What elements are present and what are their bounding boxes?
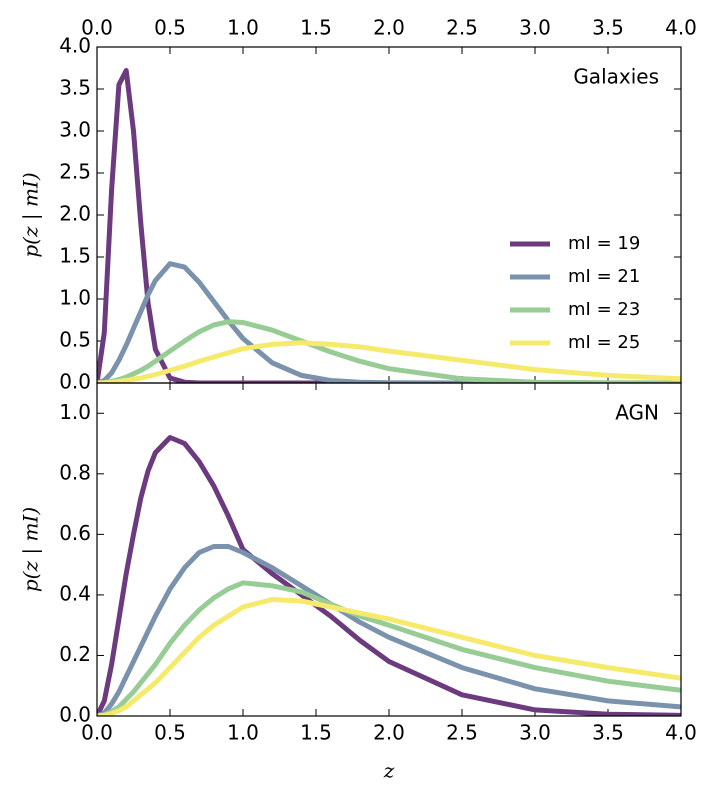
y-axis-label: p(z | mI) bbox=[19, 172, 44, 257]
x-tick-label: 4.0 bbox=[665, 16, 697, 40]
x-tick-label: 0.0 bbox=[81, 721, 113, 745]
y-tick-label: 4.0 bbox=[59, 34, 91, 58]
legend-label: mI = 19 bbox=[568, 233, 640, 254]
y-tick-label: 0.5 bbox=[59, 328, 91, 352]
series-line bbox=[97, 580, 681, 716]
x-tick-label: 1.5 bbox=[300, 721, 332, 745]
annotation: AGN bbox=[615, 401, 659, 425]
y-tick-label: 0.2 bbox=[59, 642, 91, 666]
series-line bbox=[97, 340, 681, 383]
x-tick-label: 2.0 bbox=[373, 16, 405, 40]
x-tick-label: 4.0 bbox=[665, 721, 697, 745]
x-tick-label: 2.5 bbox=[446, 721, 478, 745]
x-tick-label: 3.5 bbox=[592, 721, 624, 745]
y-axis-label: p(z | mI) bbox=[19, 507, 44, 592]
legend-label: mI = 21 bbox=[568, 266, 640, 287]
y-tick-label: 3.5 bbox=[59, 76, 91, 100]
x-tick-label: 3.0 bbox=[519, 721, 551, 745]
y-tick-label: 0.8 bbox=[59, 460, 91, 484]
y-tick-label: 1.5 bbox=[59, 244, 91, 268]
series-line bbox=[97, 68, 681, 383]
x-tick-label: 0.5 bbox=[154, 16, 186, 40]
annotation: Galaxies bbox=[573, 65, 659, 89]
series-line bbox=[97, 435, 681, 716]
y-tick-label: 2.5 bbox=[59, 160, 91, 184]
y-tick-label: 0.6 bbox=[59, 521, 91, 545]
y-tick-label: 0.0 bbox=[59, 370, 91, 394]
y-tick-label: 1.0 bbox=[59, 400, 91, 424]
x-tick-label: 3.5 bbox=[592, 16, 624, 40]
series-line bbox=[97, 597, 681, 716]
legend-label: mI = 25 bbox=[568, 332, 640, 353]
y-tick-label: 3.0 bbox=[59, 118, 91, 142]
series-line bbox=[97, 319, 681, 383]
y-tick-label: 0.4 bbox=[59, 581, 91, 605]
y-tick-label: 1.0 bbox=[59, 286, 91, 310]
x-tick-label: 3.0 bbox=[519, 16, 551, 40]
x-tick-label: 2.5 bbox=[446, 16, 478, 40]
y-tick-label: 0.0 bbox=[59, 703, 91, 727]
x-axis-label: z bbox=[383, 759, 395, 783]
x-tick-label: 1.0 bbox=[227, 16, 259, 40]
x-tick-label: 2.0 bbox=[373, 721, 405, 745]
legend-label: mI = 23 bbox=[568, 299, 640, 320]
series-line bbox=[97, 544, 681, 716]
y-tick-label: 2.0 bbox=[59, 202, 91, 226]
x-tick-label: 1.0 bbox=[227, 721, 259, 745]
x-tick-label: 1.5 bbox=[300, 16, 332, 40]
x-tick-label: 0.5 bbox=[154, 721, 186, 745]
plot-frame bbox=[96, 382, 682, 717]
x-tick-label: 0.0 bbox=[81, 16, 113, 40]
